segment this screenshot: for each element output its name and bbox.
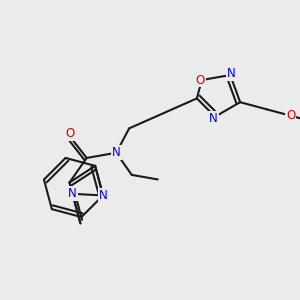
Text: O: O [65,127,74,140]
Text: N: N [99,189,107,202]
Text: N: N [112,146,121,159]
Text: N: N [68,187,77,200]
Text: O: O [286,109,295,122]
Text: N: N [209,112,218,125]
Text: N: N [227,67,236,80]
Text: O: O [196,74,205,86]
